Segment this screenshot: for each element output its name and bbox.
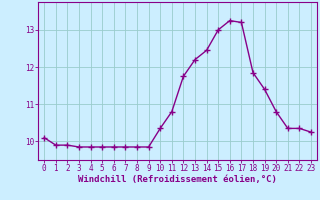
- X-axis label: Windchill (Refroidissement éolien,°C): Windchill (Refroidissement éolien,°C): [78, 175, 277, 184]
